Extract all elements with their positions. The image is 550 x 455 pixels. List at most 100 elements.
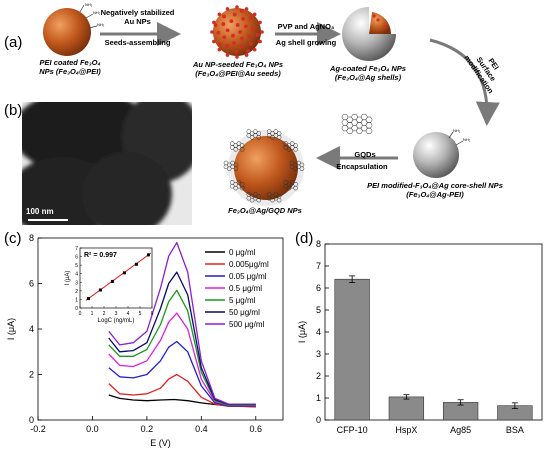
inset-point <box>134 262 138 266</box>
au-seed-dot <box>244 53 249 57</box>
series-line <box>108 373 256 408</box>
chart-dpv-curves: -0.2 0.0 0.2 0.4 0.6 0 2 4 6 8 E (V) I (μA) 0 μg/ml 0… <box>6 233 284 448</box>
arrow1-label: Negatively stabilized Au NPs <box>100 8 175 26</box>
au-seed-dot <box>252 47 257 52</box>
inset-y-tick-label: 7 <box>75 246 78 252</box>
gqd-shell-sheet <box>223 160 239 171</box>
step4-caption: PEI modified-F₃O₄@Ag core-shell NPs (Fe₃O… <box>367 181 503 199</box>
ag-coated-particle <box>342 7 396 61</box>
inset-point <box>98 288 102 292</box>
au-seed-dot <box>232 12 237 17</box>
inset-point <box>110 279 114 283</box>
au-seed-dot <box>216 30 221 35</box>
au-seed-dot <box>234 49 238 54</box>
bar <box>388 396 425 421</box>
nh2-label: NH₂ <box>453 128 461 133</box>
inset-x-tick-label: 4 <box>127 311 130 317</box>
au-seed-dot <box>212 20 216 25</box>
gqd-shell-sheet <box>229 180 245 191</box>
hexagon-ring <box>256 135 262 140</box>
inset-y-tick-label: 5 <box>75 263 78 269</box>
gqd-shell-sheet <box>266 192 282 203</box>
legend-label: 50 μg/ml <box>229 308 260 317</box>
x-tick-label: 0.0 <box>86 424 99 434</box>
hexagon-ring <box>293 185 299 191</box>
tem-image: 100 nm <box>22 102 192 225</box>
inset-y-tick-label: 2 <box>75 289 78 295</box>
y-tick-label: 5 <box>316 305 321 315</box>
au-seed-dot <box>255 32 260 37</box>
hexagon-ring <box>365 127 373 134</box>
au-seed-dot <box>247 34 252 39</box>
au-seed-dot <box>217 42 222 47</box>
inset-x-tick-label: 3 <box>115 311 118 317</box>
inset-y-tick-label: 4 <box>75 272 78 278</box>
inset-x-tick-label: 0 <box>79 311 82 317</box>
hexagon-ring <box>276 197 282 203</box>
x-axis-label: E (V) <box>150 438 171 448</box>
step2-caption: Au NP-seeded Fe₃O₄ NPs (Fe₃O₄@PEI@Au seed… <box>192 60 284 78</box>
hexagon-ring <box>233 166 239 171</box>
y-tick-label: 1 <box>316 393 321 403</box>
hexagon-ring <box>293 147 299 152</box>
au-seed-dot <box>235 5 239 9</box>
inset-x-tick-label: 6 <box>151 311 154 317</box>
arrow-3 <box>429 38 500 126</box>
au-seed-dot <box>210 30 214 34</box>
series-line <box>108 340 256 407</box>
series-line <box>108 289 256 406</box>
y-tick-label: 6 <box>29 279 34 289</box>
inset-x-tick-label: 1 <box>91 311 94 317</box>
y-tick-label: 8 <box>29 233 34 243</box>
panel-label-d: (d) <box>295 230 314 247</box>
nh2-label: NH₂ <box>85 2 93 7</box>
au-seed-dot <box>238 30 243 34</box>
au-seed-dot <box>217 47 222 52</box>
y-tick-label: 0 <box>316 415 321 425</box>
au-seed-dot <box>221 22 226 26</box>
y-tick-label: 7 <box>316 261 321 271</box>
arrow4-label: GQDs <box>354 150 376 159</box>
hexagon-ring <box>239 185 245 191</box>
tem-scale-bar-label: 100 nm <box>26 207 54 216</box>
legend-label: 0.5 μg/ml <box>229 284 262 293</box>
bar <box>334 278 370 421</box>
nh2-label: NH₂ <box>93 10 101 15</box>
au-seed-dot <box>235 23 240 27</box>
series-line <box>108 241 256 405</box>
hexagon-ring <box>299 166 305 171</box>
arrow4-label-below: Encapsulation <box>336 162 388 171</box>
au-seed-dot <box>248 16 253 21</box>
au-seed-dot <box>244 7 249 11</box>
x-tick-label: 0.6 <box>250 424 263 434</box>
au-seed-dot <box>225 53 230 57</box>
au-seed-dot <box>225 28 230 33</box>
legend-label: 0.005μg/ml <box>229 260 269 269</box>
arrow1-label-below: Seeds-assembling <box>104 38 171 47</box>
inset-y-tick-label: 0 <box>75 306 78 312</box>
y-tick-label: 4 <box>29 324 34 334</box>
gqd-shell-sheet <box>266 129 282 140</box>
inset-y-tick-label: 6 <box>75 255 78 261</box>
nh2-label: NH₂ <box>97 22 105 27</box>
au-seed-dot <box>260 30 264 34</box>
hexagon-ring <box>365 122 373 129</box>
x-tick-label: 0.2 <box>141 424 154 434</box>
arrow2-label-below: Ag shell growing <box>275 38 337 47</box>
y-tick-label: 4 <box>316 327 321 337</box>
inset-x-tick-label: 2 <box>103 311 106 317</box>
au-seed-dot <box>225 44 230 48</box>
au-seed-dot <box>251 26 255 31</box>
au-seed-dot <box>213 23 218 28</box>
gqd-sheet-icon <box>341 113 373 134</box>
inset-r2-annotation: R² = 0.997 <box>84 252 117 259</box>
nh2-label: NH₂ <box>463 137 471 142</box>
legend-label: 500 μg/ml <box>229 320 265 329</box>
inset-point <box>122 271 126 275</box>
step1-caption: PEI coated Fe₃O₄ NPs (Fe₃O₄@PEI) <box>39 58 101 76</box>
au-seed-dot <box>243 24 248 29</box>
x-tick-label: HspX <box>395 425 417 435</box>
step3-caption: Ag-coated Fe₃O₄ NPs (Fe₃O₄@Ag shells) <box>330 64 406 82</box>
au-seeded-particle <box>210 5 264 59</box>
panel-label-b: (b) <box>4 102 23 119</box>
